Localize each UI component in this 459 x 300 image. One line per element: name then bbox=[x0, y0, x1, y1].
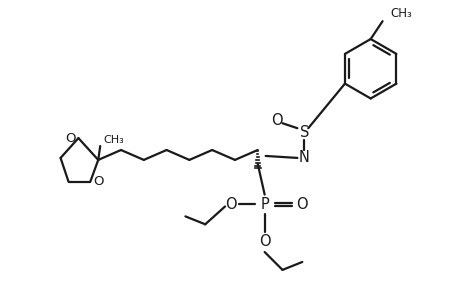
Text: O: O bbox=[296, 197, 308, 212]
Text: O: O bbox=[225, 197, 236, 212]
Text: N: N bbox=[298, 150, 309, 165]
Text: O: O bbox=[258, 234, 270, 249]
Text: CH₃: CH₃ bbox=[390, 7, 411, 20]
Text: O: O bbox=[270, 113, 282, 128]
Text: S: S bbox=[299, 125, 308, 140]
Text: P: P bbox=[260, 197, 269, 212]
Text: CH₃: CH₃ bbox=[103, 135, 123, 145]
Text: O: O bbox=[93, 175, 103, 188]
Text: O: O bbox=[65, 132, 76, 145]
